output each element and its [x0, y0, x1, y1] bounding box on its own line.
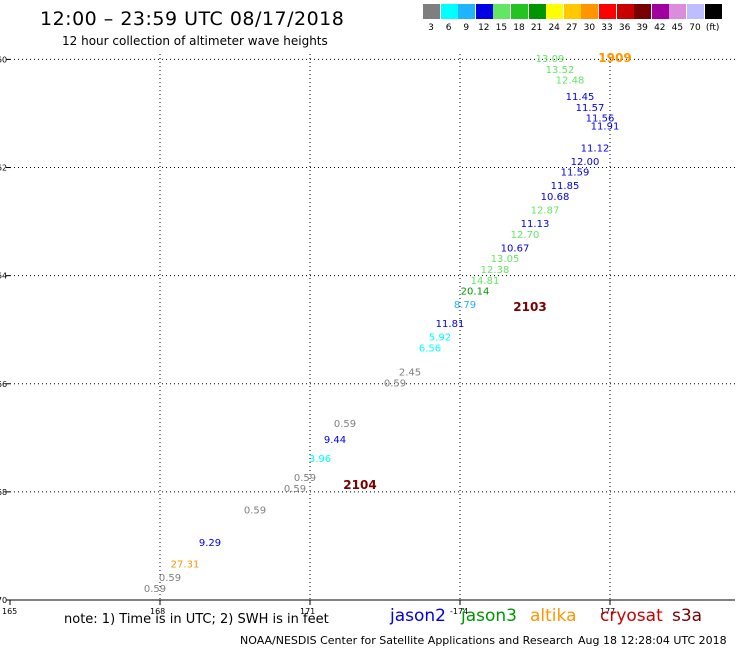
color-swatch: [475, 4, 493, 19]
color-scale-label: 15: [495, 23, 508, 33]
color-scale-label: 70: [689, 23, 701, 33]
x-tick-label: 165: [2, 607, 17, 616]
y-tick-label: -66: [0, 380, 7, 389]
wave-height-label: 12.48: [556, 76, 585, 87]
units-note: note: 1) Time is in UTC; 2) SWH is in fe…: [64, 612, 329, 627]
color-scale-label: 42: [654, 23, 666, 33]
satellite-legend-s3a: s3a: [672, 606, 703, 626]
color-scale-label: 45: [671, 23, 684, 33]
color-scale-label: 21: [530, 23, 543, 33]
x-tick-label: 177: [600, 607, 615, 616]
wave-height-label: 11.91: [591, 122, 620, 133]
y-tick-label: -60: [0, 55, 7, 64]
color-swatch: [669, 4, 687, 19]
wave-height-label: 0.59: [384, 378, 406, 389]
wave-height-label: 2.45: [399, 368, 421, 379]
wave-height-label: 11.12: [581, 143, 610, 154]
wave-height-label: 0.59: [144, 584, 166, 595]
chart-title: 12:00 – 23:59 UTC 08/17/2018: [40, 8, 345, 30]
color-scale-label: 36: [618, 23, 631, 33]
pass-time-label: 2104: [343, 478, 376, 492]
color-swatch: [440, 4, 458, 19]
wave-height-label: 11.13: [521, 219, 550, 230]
color-scale-label: 30: [583, 23, 596, 33]
y-tick-label: -70: [0, 596, 7, 605]
wave-height-label: 0.59: [334, 419, 356, 430]
satellite-legend-altika: altika: [530, 606, 577, 626]
wave-height-label: 9.29: [199, 538, 221, 549]
color-scale-label: (ft): [705, 23, 720, 33]
color-swatch: [687, 4, 704, 19]
color-swatch: [563, 4, 581, 19]
wave-height-label: 20.14: [461, 287, 490, 298]
pass-time-label: 1909: [598, 51, 631, 65]
color-scale-label: 27: [566, 23, 578, 33]
color-scale-label: 39: [636, 23, 648, 33]
grid-lines: [10, 54, 735, 601]
color-swatch: [599, 4, 616, 19]
color-swatch: [458, 4, 476, 19]
wave-height-label: 9.44: [324, 435, 346, 446]
color-scale-label: 33: [601, 23, 613, 33]
color-scale-label: 3: [428, 23, 434, 33]
color-swatch: [423, 4, 440, 19]
color-swatch: [616, 4, 634, 19]
wave-height-label: 12.38: [481, 265, 510, 276]
wave-height-label: 0.59: [294, 473, 316, 484]
wave-height-label: 11.45: [566, 92, 595, 103]
wave-height-label: 13.52: [546, 65, 575, 76]
credit-line: NOAA/NESDIS Center for Satellite Applica…: [240, 634, 574, 647]
wave-height-label: 12.87: [531, 205, 560, 216]
color-swatch: [511, 4, 528, 19]
wave-height-label: 13.09: [536, 54, 565, 65]
color-scale-label: 12: [478, 23, 490, 33]
wave-height-label: 10.68: [541, 192, 570, 203]
y-tick-label: -62: [0, 164, 7, 173]
wave-height-label: 0.59: [244, 506, 266, 517]
wave-height-label: 11.59: [561, 168, 590, 179]
color-swatch: [651, 4, 669, 19]
color-swatch: [493, 4, 511, 19]
color-scale-label: 6: [445, 23, 452, 33]
wave-height-label: 5.92: [429, 333, 451, 344]
color-swatch: [528, 4, 546, 19]
color-scale-label: 18: [513, 23, 525, 33]
wave-height-label: 14.81: [471, 276, 500, 287]
generation-timestamp: Aug 18 12:28:04 UTC 2018: [578, 634, 727, 647]
wave-height-label: 11.81: [436, 319, 465, 330]
wave-height-label: 3.96: [309, 454, 331, 465]
wave-height-label: 6.56: [419, 343, 441, 354]
color-swatch: [634, 4, 652, 19]
satellite-legend-jason3: jason3: [461, 606, 517, 626]
wave-height-label: 11.56: [586, 114, 615, 125]
color-swatch: [546, 4, 564, 19]
wave-height-label: 0.59: [284, 484, 306, 495]
y-tick-label: -68: [0, 488, 7, 497]
x-tick-label: 171: [300, 607, 315, 616]
wave-height-label: 0.59: [159, 573, 181, 584]
color-swatch: [704, 4, 722, 19]
wave-height-label: 10.67: [501, 243, 530, 254]
wave-height-label: 11.85: [551, 181, 580, 192]
wave-height-label: 8.79: [454, 300, 476, 311]
pass-time-label: 2103: [513, 300, 546, 314]
wave-height-label: 12.70: [511, 230, 540, 241]
wave-height-label: 12.00: [571, 157, 600, 168]
axis-ticks: 165 168 171 -174 177 -60 -62 -64 -66 -68 -70: [0, 55, 735, 616]
x-tick-label: -174: [450, 607, 468, 616]
wave-height-label: 11.57: [576, 103, 605, 114]
satellite-legend-cryosat: cryosat: [600, 606, 663, 626]
satellite-legend-jason2: jason2: [390, 606, 446, 626]
y-tick-label: -64: [0, 272, 7, 281]
chart-subtitle: 12 hour collection of altimeter wave hei…: [62, 34, 328, 48]
color-scale-label: 24: [548, 23, 560, 33]
color-swatch: [581, 4, 599, 19]
color-scale-label: 9: [463, 23, 470, 33]
wave-height-label: 13.05: [491, 254, 520, 265]
x-tick-label: 168: [150, 607, 165, 616]
wave-height-label: 27.31: [171, 560, 200, 571]
